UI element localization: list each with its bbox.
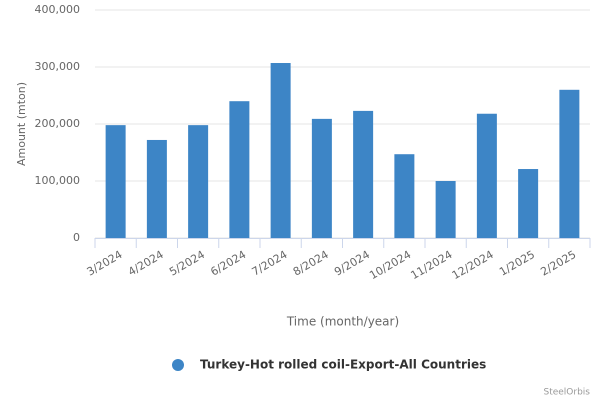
x-tick-label: 8/2024 <box>291 248 331 279</box>
x-tick-label: 11/2024 <box>409 248 455 282</box>
bar <box>518 169 539 238</box>
x-axis-title: Time (month/year) <box>286 315 399 329</box>
x-tick-label: 2/2025 <box>538 248 578 279</box>
legend-label: Turkey-Hot rolled coil-Export-All Countr… <box>200 358 486 372</box>
x-tick-label: 5/2024 <box>167 248 207 279</box>
x-tick-label: 6/2024 <box>208 248 248 279</box>
y-tick-label: 100,000 <box>35 174 81 187</box>
x-tick-label: 9/2024 <box>332 248 372 279</box>
bar <box>146 139 167 238</box>
legend-marker <box>172 359 184 371</box>
bar <box>353 110 374 238</box>
x-tick-label: 1/2025 <box>497 248 537 279</box>
bar <box>270 63 291 239</box>
y-tick-label: 200,000 <box>35 117 81 130</box>
y-tick-label: 0 <box>73 231 80 244</box>
bar <box>229 101 250 238</box>
bar <box>559 89 580 238</box>
bar <box>311 118 332 238</box>
y-tick-label: 300,000 <box>35 60 81 73</box>
credits: SteelOrbis <box>543 388 590 398</box>
x-tick-label: 3/2024 <box>85 248 125 279</box>
y-tick-label: 400,000 <box>35 3 81 16</box>
bar <box>105 125 126 238</box>
x-tick-label: 10/2024 <box>367 248 413 282</box>
bar <box>435 181 456 238</box>
bar <box>188 125 209 238</box>
x-tick-label: 12/2024 <box>450 248 496 282</box>
bar <box>476 113 497 238</box>
y-axis-title: Amount (mton) <box>15 82 28 166</box>
x-tick-label: 7/2024 <box>250 248 290 279</box>
x-tick-label: 4/2024 <box>126 248 166 279</box>
bar <box>394 154 415 238</box>
